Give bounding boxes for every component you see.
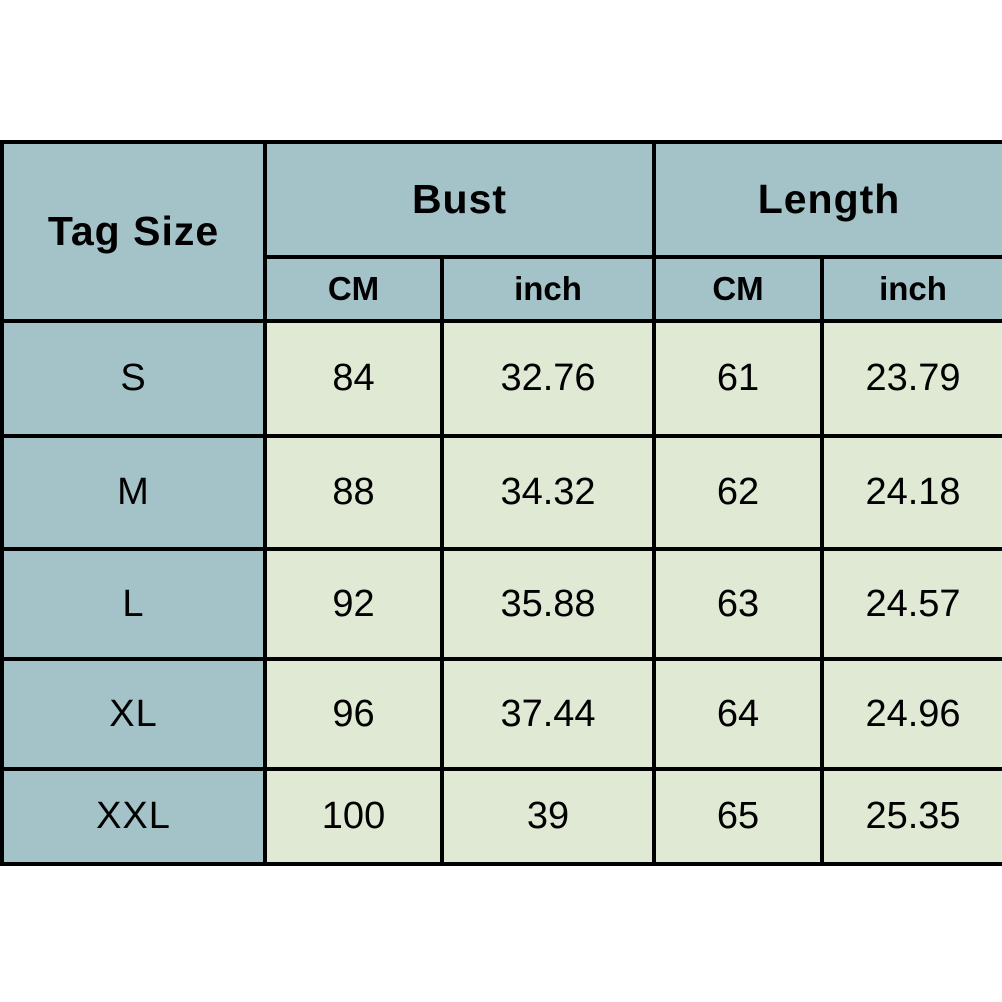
bust-inch-cell: 34.32: [439, 434, 657, 551]
bust-cm-cell: 92: [263, 547, 444, 661]
bust-inch-header: inch: [439, 254, 657, 324]
length-inch-cell: 24.96: [820, 657, 1002, 771]
header-unit-row: CM inch CM inch: [2, 254, 1002, 324]
length-inch-cell: 24.18: [820, 434, 1002, 551]
size-cell: L: [0, 547, 267, 661]
bust-cm-cell: 88: [263, 434, 444, 551]
bust-cm-cell: 100: [263, 767, 444, 866]
length-group-header: Length: [652, 140, 1002, 259]
length-cm-cell: 63: [652, 547, 825, 661]
size-cell: S: [0, 319, 267, 438]
bust-inch-cell: 32.76: [439, 319, 657, 438]
bust-cm-cell: 96: [263, 657, 444, 771]
size-chart-table: Tag Size Bust Length CM inch CM inch S 8…: [0, 140, 1002, 866]
bust-group-header: Bust: [262, 140, 657, 259]
size-cell: XXL: [0, 767, 267, 866]
bust-cm-header: CM: [263, 254, 444, 324]
length-cm-cell: 64: [652, 657, 825, 771]
corner-header-tag-size: Tag Size: [0, 140, 267, 323]
bust-cm-cell: 84: [263, 319, 444, 438]
bust-inch-cell: 37.44: [439, 657, 657, 771]
length-cm-header: CM: [652, 254, 825, 324]
table-row-xxl: XXL 100 39 65 25.35: [0, 767, 1002, 866]
size-cell: M: [0, 434, 267, 551]
bust-inch-cell: 35.88: [439, 547, 657, 661]
table-row-xl: XL 96 37.44 64 24.96: [0, 657, 1002, 771]
length-cm-cell: 65: [652, 767, 825, 866]
length-inch-cell: 24.57: [820, 547, 1002, 661]
size-chart: Tag Size Bust Length CM inch CM inch S 8…: [0, 140, 1002, 866]
length-cm-cell: 61: [652, 319, 825, 438]
table-row-l: L 92 35.88 63 24.57: [0, 547, 1002, 661]
size-cell: XL: [0, 657, 267, 771]
length-inch-cell: 23.79: [820, 319, 1002, 438]
table-row-s: S 84 32.76 61 23.79: [0, 319, 1002, 438]
header-group-row: Tag Size Bust Length: [0, 140, 1002, 323]
bust-inch-cell: 39: [439, 767, 657, 866]
length-inch-cell: 25.35: [820, 767, 1002, 866]
length-cm-cell: 62: [652, 434, 825, 551]
table-row-m: M 88 34.32 62 24.18: [0, 434, 1002, 551]
length-inch-header: inch: [820, 254, 1002, 324]
